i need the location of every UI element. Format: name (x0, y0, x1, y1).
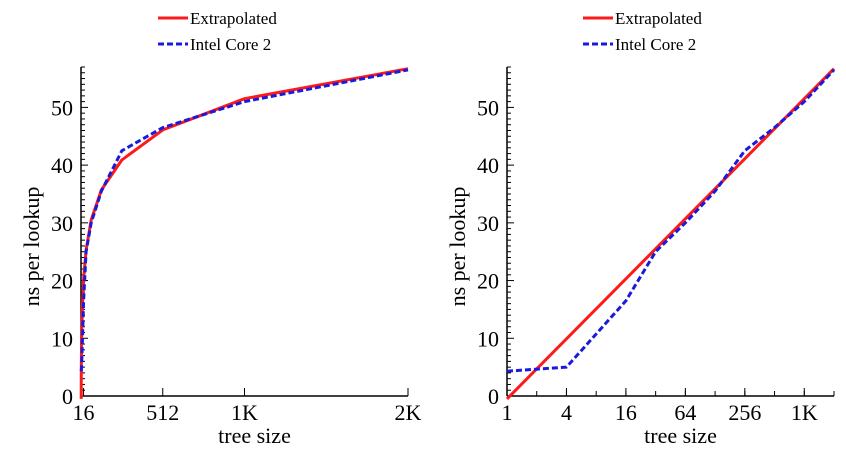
x-tick-label: 512 (146, 400, 179, 425)
x-tick-label: 16 (615, 400, 637, 425)
legend-label: Intel Core 2 (190, 35, 271, 54)
y-tick-label: 50 (477, 95, 499, 120)
legend-label: Intel Core 2 (615, 35, 696, 54)
y-tick-label: 40 (51, 153, 73, 178)
y-axis-title: ns per lookup (445, 187, 470, 307)
series-line-intel-core-2 (79, 68, 409, 372)
x-tick-label: 16 (73, 400, 95, 425)
y-axis-title: ns per lookup (19, 187, 44, 307)
y-tick-label: 10 (51, 326, 73, 351)
x-tick-label: 1K (231, 400, 258, 425)
series-line-extrapolated (505, 67, 836, 400)
x-axis-title: tree size (644, 423, 717, 448)
legend-label: Extrapolated (190, 9, 277, 28)
y-tick-label: 10 (477, 326, 499, 351)
chart-panel-2: 0 10 20 30 40 50 1 4 16 64 256 1K tree size ns per lo… (445, 9, 836, 448)
series-line-intel-core-2 (506, 68, 836, 373)
legend-label: Extrapolated (615, 9, 702, 28)
y-tick-label: 30 (477, 211, 499, 236)
x-tick-label: 64 (674, 400, 696, 425)
chart-panel-1: 0 10 20 30 40 50 16 512 1K 2K tree size ns per look… (19, 9, 422, 448)
x-tick-label: 4 (561, 400, 572, 425)
y-tick-label: 20 (477, 269, 499, 294)
y-tick-label: 20 (51, 269, 73, 294)
x-tick-label: 256 (728, 400, 761, 425)
x-tick-label: 1K (791, 400, 818, 425)
y-tick-label: 40 (477, 153, 499, 178)
y-tick-label: 30 (51, 211, 73, 236)
x-tick-label: 2K (395, 400, 422, 425)
y-tick-label: 0 (62, 384, 73, 409)
y-tick-label: 0 (488, 384, 499, 409)
x-axis-title: tree size (218, 423, 291, 448)
series-line-extrapolated (79, 67, 409, 399)
y-tick-label: 50 (51, 95, 73, 120)
x-tick-label: 1 (502, 400, 513, 425)
